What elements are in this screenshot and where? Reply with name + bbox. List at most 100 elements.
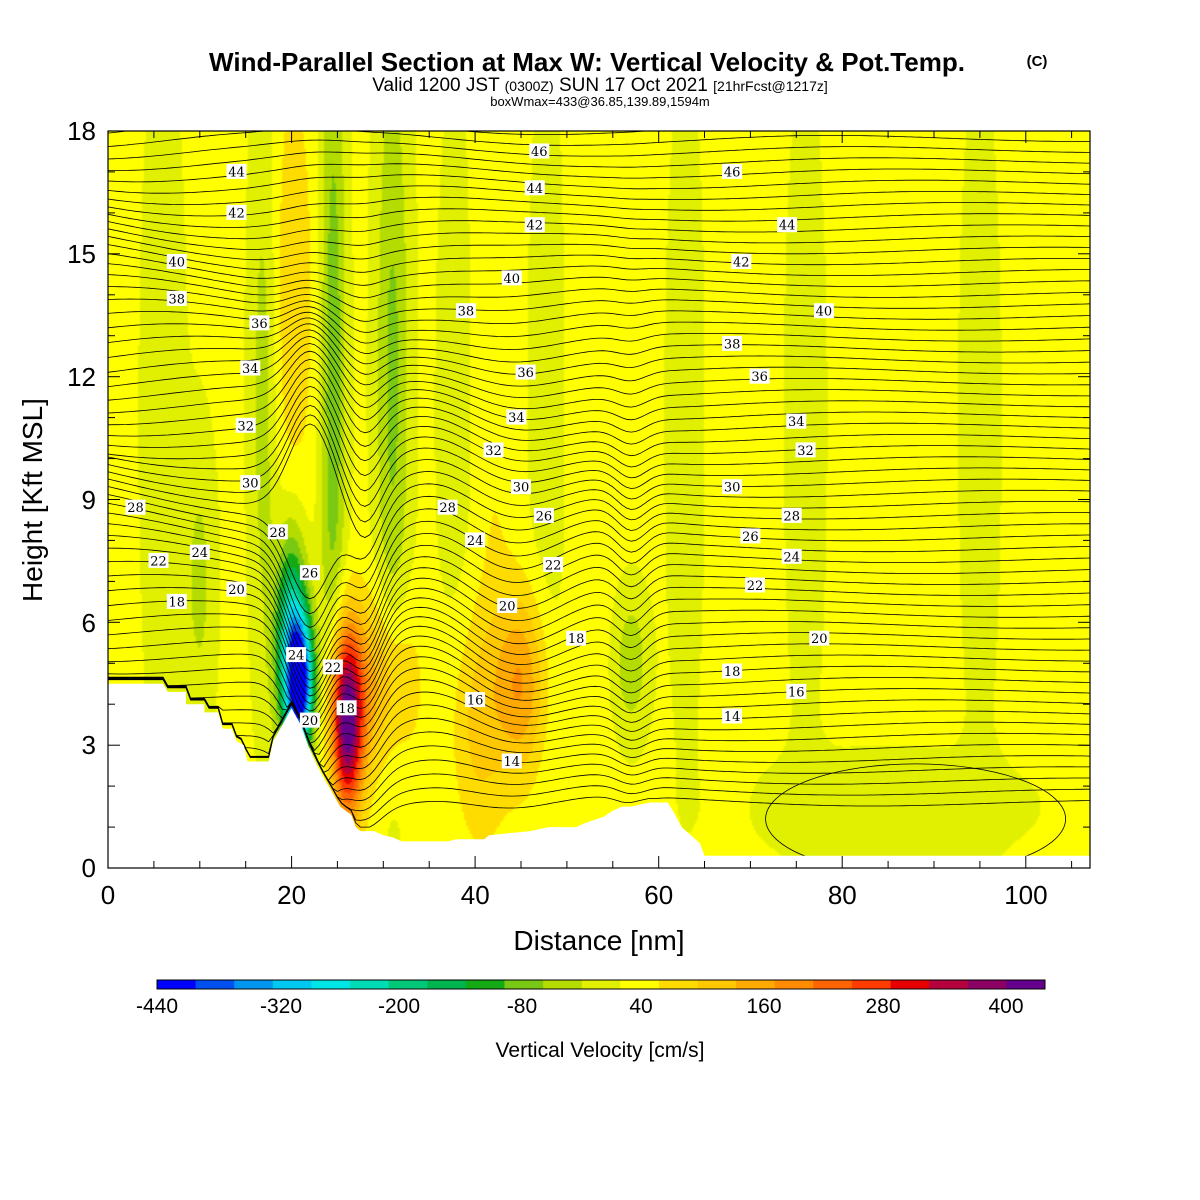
theta-contour-line: [108, 616, 1090, 720]
contour-label: 44: [226, 163, 247, 180]
contour-label-text: 22: [747, 579, 764, 594]
y-tick-label: 6: [82, 608, 96, 638]
contour-label: 28: [267, 524, 288, 541]
axis-ticks: [107, 130, 1090, 869]
theta-contour-line: [108, 494, 1090, 615]
contour-label: 38: [722, 335, 743, 352]
contour-label-text: 46: [531, 145, 548, 160]
theta-contour-line: [108, 547, 1090, 672]
theta-contour-line: [108, 656, 1090, 751]
colorbar: -440 -320 -200 -80 40 160 280 400 Vertic…: [136, 979, 1046, 1062]
theta-contour-line: [108, 220, 1090, 240]
x-tick-label: 80: [828, 880, 857, 910]
terrain-mask: [108, 683, 1090, 868]
contour-label-text: 40: [816, 305, 833, 320]
theta-contour-line: [108, 512, 1090, 641]
theta-contour-line: [108, 358, 1090, 434]
contour-label: 38: [455, 303, 476, 320]
contour-label-text: 22: [150, 554, 167, 569]
theta-contour-line: [108, 343, 1090, 410]
colorbar-frame: [156, 979, 1046, 990]
contour-label-text: 34: [508, 411, 525, 426]
theta-contour-line: [108, 236, 1090, 261]
colorbar-tick-label: 40: [629, 995, 652, 1018]
contour-label: 32: [795, 442, 816, 459]
theta-contour-line: [108, 335, 1090, 398]
contour-label: 44: [524, 180, 545, 197]
colorbar-swatches: [156, 979, 1046, 990]
contour-label: 24: [781, 548, 802, 565]
colorbar-tick-label: 400: [988, 995, 1023, 1018]
theta-contour-line: [108, 163, 1090, 183]
contour-label-text: 18: [338, 702, 355, 717]
x-tick-label: 20: [277, 880, 306, 910]
contour-label-text: 44: [228, 165, 245, 180]
theta-contour-line: [108, 423, 1090, 538]
colorbar-swatch: [272, 980, 312, 989]
contour-label: 38: [166, 290, 187, 307]
colorbar-swatch: [157, 980, 197, 989]
contour-label: 36: [515, 364, 536, 381]
contour-label: 36: [749, 368, 770, 385]
contour-label: 40: [813, 303, 834, 320]
contour-label: 22: [148, 552, 169, 569]
contour-label: 20: [299, 712, 320, 729]
contour-label-text: 28: [270, 526, 287, 541]
contour-label: 28: [781, 507, 802, 524]
contour-label: 42: [731, 254, 752, 271]
colorbar-swatch: [890, 980, 930, 989]
y-axis: 0 3 6 9 12 15 18 Height [Kft MSL]: [17, 116, 96, 883]
colorbar-swatch: [465, 980, 505, 989]
colorbar-swatch: [581, 980, 621, 989]
theta-contour-line: [108, 597, 1090, 704]
theta-contour-line: [108, 151, 1090, 171]
theta-contour-line: [108, 329, 1090, 387]
theta-contour-line: [108, 502, 1090, 628]
theta-contour-line: [108, 131, 1090, 135]
contour-label: 16: [786, 683, 807, 700]
theta-contour-line: [108, 667, 1090, 755]
contour-label-text: 18: [724, 665, 741, 680]
theta-contour-line: [108, 228, 1090, 250]
contour-label-text: 32: [237, 419, 254, 434]
contour-label: 32: [483, 442, 504, 459]
x-axis-label: Distance [nm]: [513, 925, 684, 956]
theta-contour-line: [108, 139, 1090, 160]
contour-label-text: 38: [169, 292, 186, 307]
theta-contour-line: [108, 263, 1090, 299]
valid-time-prefix: Valid 1200 JST: [372, 75, 500, 96]
colorbar-swatch: [234, 980, 274, 989]
y-tick-label: 18: [67, 116, 96, 146]
theta-contour-line: [108, 385, 1090, 477]
contour-label-text: 44: [779, 219, 796, 234]
contour-label: 24: [465, 532, 486, 549]
theta-contour-line: [108, 244, 1090, 273]
contour-label: 24: [286, 647, 307, 664]
contour-label: 34: [240, 360, 261, 377]
colorbar-swatch: [967, 980, 1007, 989]
colorbar-swatch: [620, 980, 660, 989]
x-tick-label: 100: [1004, 880, 1047, 910]
theta-contour-line: [108, 523, 1090, 653]
theta-contour-line: [108, 677, 1090, 782]
contour-label-text: 30: [513, 481, 530, 496]
theta-contour-line: [108, 606, 1090, 712]
theta-contour-line: [108, 350, 1090, 421]
theta-contour-line: [108, 645, 1090, 744]
contour-label-text: 18: [568, 632, 585, 647]
colorbar-swatch: [697, 980, 737, 989]
colorbar-swatch: [427, 980, 467, 989]
contour-label-text: 42: [527, 219, 544, 234]
contour-label-text: 42: [228, 206, 245, 221]
theta-contour-line: [108, 306, 1090, 344]
contour-labels: 44 42 40 38 36 34 32 30 28 28 26 22 24 20 18 24 22 20 18 46…: [125, 143, 834, 770]
x-tick-label: 60: [644, 880, 673, 910]
contour-label: 16: [465, 692, 486, 709]
contour-label-text: 44: [527, 182, 544, 197]
theta-contour-line: [108, 635, 1090, 736]
theta-contour-line: [108, 625, 1090, 728]
colorbar-swatch: [658, 980, 698, 989]
contour-label-text: 30: [724, 481, 741, 496]
contour-label-text: 40: [169, 256, 186, 271]
colorbar-swatch: [929, 980, 969, 989]
